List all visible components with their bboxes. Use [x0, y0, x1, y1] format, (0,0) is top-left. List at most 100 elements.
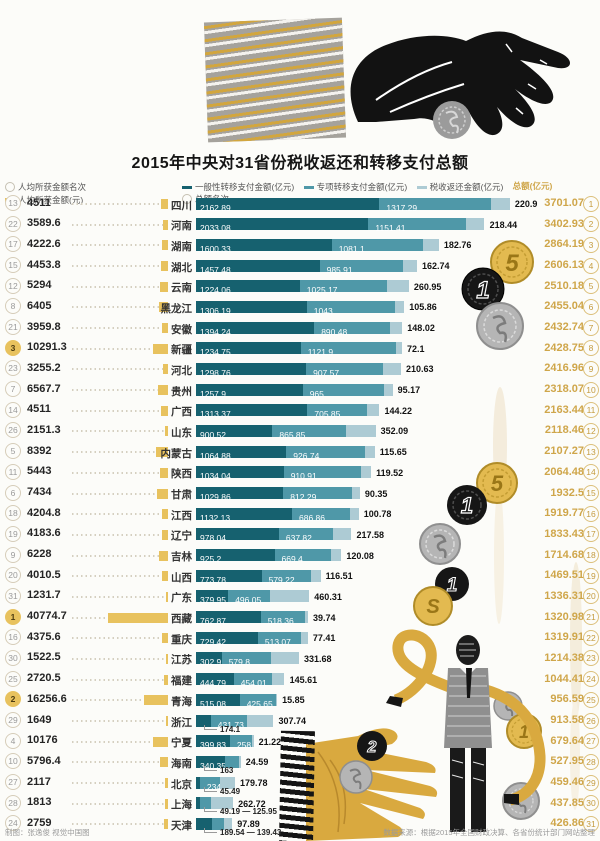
- total-rank-badge: 26: [583, 712, 599, 729]
- dotted-leader: [72, 223, 163, 226]
- per-capita-value: 4183.6: [27, 527, 61, 540]
- province-label: 北京: [171, 778, 192, 791]
- total-rank-badge: 12: [583, 422, 599, 439]
- leader-line: [72, 633, 168, 644]
- svg-text:1: 1: [461, 493, 473, 518]
- province-label: 宁夏: [171, 737, 192, 750]
- per-capita-value: 6567.7: [27, 382, 61, 395]
- province-label: 黑龙江: [160, 302, 193, 315]
- dotted-leader: [72, 368, 164, 371]
- total-value: 1044.41: [544, 672, 584, 685]
- stacked-bar: 379.95 496.05: [196, 590, 310, 605]
- special-transfer-segment: 907.57: [306, 362, 384, 378]
- leader-line: [72, 281, 168, 292]
- per-capita-bar: [160, 467, 168, 478]
- leader-line: [72, 199, 168, 209]
- total-value: 2107.27: [544, 445, 584, 458]
- general-transfer-segment: 1298.76: [196, 362, 307, 378]
- per-capita-value: 6228: [27, 548, 52, 561]
- dotted-leader: [72, 492, 158, 495]
- general-transfer-segment: 762.87: [196, 611, 261, 626]
- leader-line: [72, 261, 168, 272]
- per-capita-rank-badge: 31: [5, 587, 21, 604]
- total-value: 2428.75: [544, 341, 584, 354]
- per-capita-rank-badge: 1: [5, 608, 21, 625]
- general-transfer-segment: 515.08: [196, 693, 240, 709]
- general-transfer-segment: [196, 714, 211, 727]
- tax-rebate-segment: [345, 424, 376, 437]
- dotted-leader: [72, 782, 165, 785]
- per-capita-bar: [164, 426, 168, 437]
- per-capita-rank-badge: 14: [5, 401, 21, 418]
- province-label: 湖北: [171, 261, 192, 274]
- province-row: 17 4222.6 湖南 1600.33 1081.1 182.76 2864.19 3: [0, 234, 600, 255]
- total-value: 1336.31: [544, 589, 584, 602]
- total-rank-badge: 29: [583, 774, 599, 791]
- general-transfer-value: 1257.9: [200, 388, 226, 399]
- leader-line: [72, 778, 168, 789]
- per-capita-bar: [162, 219, 168, 230]
- stacked-bar: 1306.19 1043: [196, 300, 405, 316]
- coin-icon: [433, 101, 471, 139]
- general-transfer-segment: 1394.24: [196, 321, 315, 337]
- legend-label: 税收返还金额(亿元): [429, 182, 504, 193]
- special-transfer-value: 812.29: [290, 492, 317, 503]
- province-label: 西藏: [171, 613, 192, 626]
- special-transfer-value: 1043: [313, 305, 333, 316]
- total-value: 1932.5: [550, 486, 584, 499]
- per-capita-bar: [161, 529, 168, 540]
- total-value: 1320.98: [544, 610, 584, 623]
- general-transfer-swatch-icon: [182, 185, 193, 189]
- figure-illustration: [386, 629, 546, 832]
- total-value: 3701.07: [544, 197, 584, 209]
- special-transfer-segment: 579.8: [221, 652, 271, 667]
- tax-rebate-segment: [423, 238, 439, 251]
- special-transfer-segment: 496.05: [228, 590, 271, 605]
- total-value: 2118.46: [544, 424, 584, 437]
- per-capita-rank-badge: 26: [5, 422, 21, 439]
- general-transfer-value: 302.9: [200, 657, 222, 668]
- total-value: 437.85: [550, 796, 584, 809]
- total-rank-badge: 23: [583, 650, 599, 667]
- leader-line: [72, 529, 168, 540]
- special-transfer-segment: 454.01: [233, 673, 273, 688]
- svg-text:1: 1: [519, 722, 529, 742]
- province-row: 11 5443 陕西 1034.04 910.91 119.52 2064.48 14: [0, 462, 600, 483]
- per-capita-rank-badge: 25: [5, 670, 21, 687]
- svg-text:S: S: [426, 596, 440, 618]
- tax-rebate-value: 179.78: [240, 778, 268, 789]
- leader-line: [72, 343, 168, 354]
- province-row: 24 2759 天津 97.89 189.54 — 139.43 426.86 31: [0, 813, 600, 837]
- total-rank-badge: 20: [583, 588, 599, 605]
- special-transfer-value: 518.36: [267, 616, 294, 627]
- per-capita-value: 5796.4: [27, 754, 61, 767]
- small-segment-value: 45.49: [204, 787, 240, 796]
- tax-rebate-value: 105.86: [409, 302, 437, 313]
- dotted-leader: [72, 265, 162, 268]
- total-value: 3402.93: [544, 217, 584, 230]
- province-label: 河南: [171, 220, 192, 233]
- general-transfer-segment: 1457.48: [196, 259, 320, 275]
- per-capita-rank-badge: 27: [5, 774, 21, 791]
- tax-rebate-segment: [275, 693, 278, 706]
- special-transfer-segment: [212, 817, 224, 830]
- tax-rebate-segment: [395, 300, 405, 313]
- general-transfer-value: 1394.24: [200, 326, 231, 337]
- total-rank-badge: 30: [583, 795, 599, 812]
- special-transfer-value: 926.74: [293, 450, 320, 461]
- special-transfer-segment: 890.48: [314, 321, 390, 337]
- general-transfer-segment: 1064.88: [196, 445, 287, 461]
- per-capita-bar: [157, 488, 168, 499]
- total-rank-badge: 22: [583, 629, 599, 646]
- per-capita-bar: [163, 819, 168, 830]
- per-capita-value: 1522.5: [27, 651, 61, 664]
- stacked-bar: 1457.48 985.91: [196, 259, 417, 275]
- per-capita-rank-badge: 16: [5, 629, 21, 646]
- province-label: 山西: [171, 571, 192, 584]
- special-transfer-segment: 1043: [306, 300, 396, 316]
- general-transfer-segment: 1034.04: [196, 466, 284, 481]
- province-label: 广西: [171, 406, 192, 419]
- per-capita-rank-badge: 18: [5, 505, 21, 522]
- general-transfer-segment: 399.83: [196, 735, 230, 750]
